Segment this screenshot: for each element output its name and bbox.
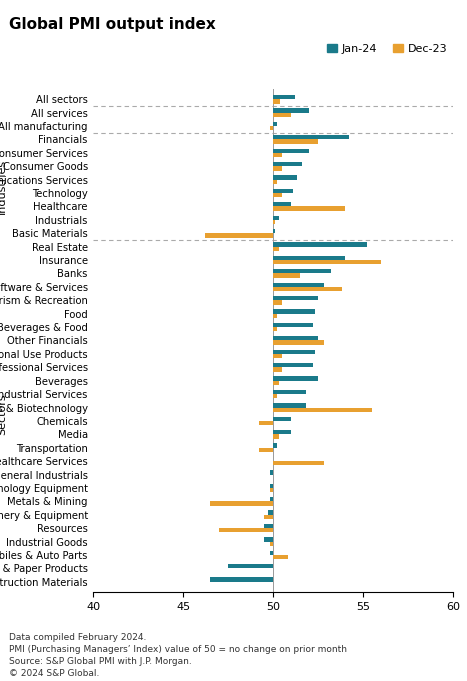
Bar [264, 524, 273, 528]
Bar [273, 112, 291, 117]
Text: Global PMI output index: Global PMI output index [9, 17, 216, 32]
Bar [273, 367, 282, 372]
Bar [219, 528, 273, 533]
Bar [273, 274, 300, 278]
Bar [269, 497, 273, 501]
Bar [273, 430, 291, 434]
Bar [273, 394, 277, 398]
Bar [273, 135, 349, 140]
Bar [273, 153, 282, 157]
Bar [273, 323, 313, 327]
Bar [273, 189, 293, 193]
Bar [273, 242, 367, 247]
Bar [273, 260, 381, 264]
Bar [273, 229, 275, 234]
Bar [273, 407, 372, 412]
Bar [273, 336, 318, 340]
Bar [228, 564, 273, 569]
Bar [273, 390, 305, 394]
Legend: Jan-24, Dec-23: Jan-24, Dec-23 [327, 44, 447, 54]
Bar [273, 327, 277, 332]
Bar [273, 148, 309, 153]
Bar [269, 484, 273, 488]
Bar [273, 206, 345, 210]
Bar [273, 363, 313, 367]
Bar [273, 354, 282, 358]
Bar [210, 501, 273, 505]
Bar [259, 447, 273, 452]
Bar [273, 162, 302, 166]
Bar [273, 340, 324, 345]
Bar [273, 403, 305, 407]
Bar [273, 283, 324, 287]
Bar [264, 537, 273, 541]
Text: Data compiled February 2024.
PMI (Purchasing Managers’ Index) value of 50 = no c: Data compiled February 2024. PMI (Purcha… [9, 633, 347, 678]
Bar [210, 577, 273, 582]
Bar [273, 166, 282, 170]
Bar [273, 309, 315, 314]
Bar [269, 126, 273, 130]
Bar [269, 488, 273, 492]
Bar [273, 202, 291, 206]
Bar [273, 247, 279, 251]
Bar [273, 314, 277, 318]
Bar [205, 234, 273, 238]
Bar [273, 220, 275, 224]
Bar [273, 140, 318, 144]
Bar [264, 515, 273, 519]
Bar [273, 300, 282, 304]
Bar [273, 381, 279, 385]
Bar [273, 193, 282, 197]
Bar [273, 287, 341, 291]
Text: Sectors: Sectors [0, 394, 7, 435]
Bar [273, 216, 279, 220]
Bar [273, 176, 297, 180]
Bar [273, 296, 318, 300]
Bar [273, 349, 315, 354]
Bar [269, 551, 273, 555]
Bar [273, 95, 295, 99]
Bar [269, 471, 273, 475]
Bar [259, 421, 273, 425]
Bar [273, 555, 288, 559]
Bar [273, 269, 331, 274]
Bar [273, 122, 277, 126]
Bar [273, 461, 324, 465]
Bar [273, 180, 277, 184]
Bar [273, 443, 277, 447]
Text: Industries: Industries [0, 159, 7, 214]
Bar [273, 99, 280, 104]
Bar [273, 377, 318, 381]
Bar [273, 256, 345, 260]
Bar [273, 417, 291, 421]
Bar [273, 108, 309, 112]
Bar [269, 541, 273, 546]
Bar [268, 511, 273, 515]
Bar [273, 434, 279, 439]
